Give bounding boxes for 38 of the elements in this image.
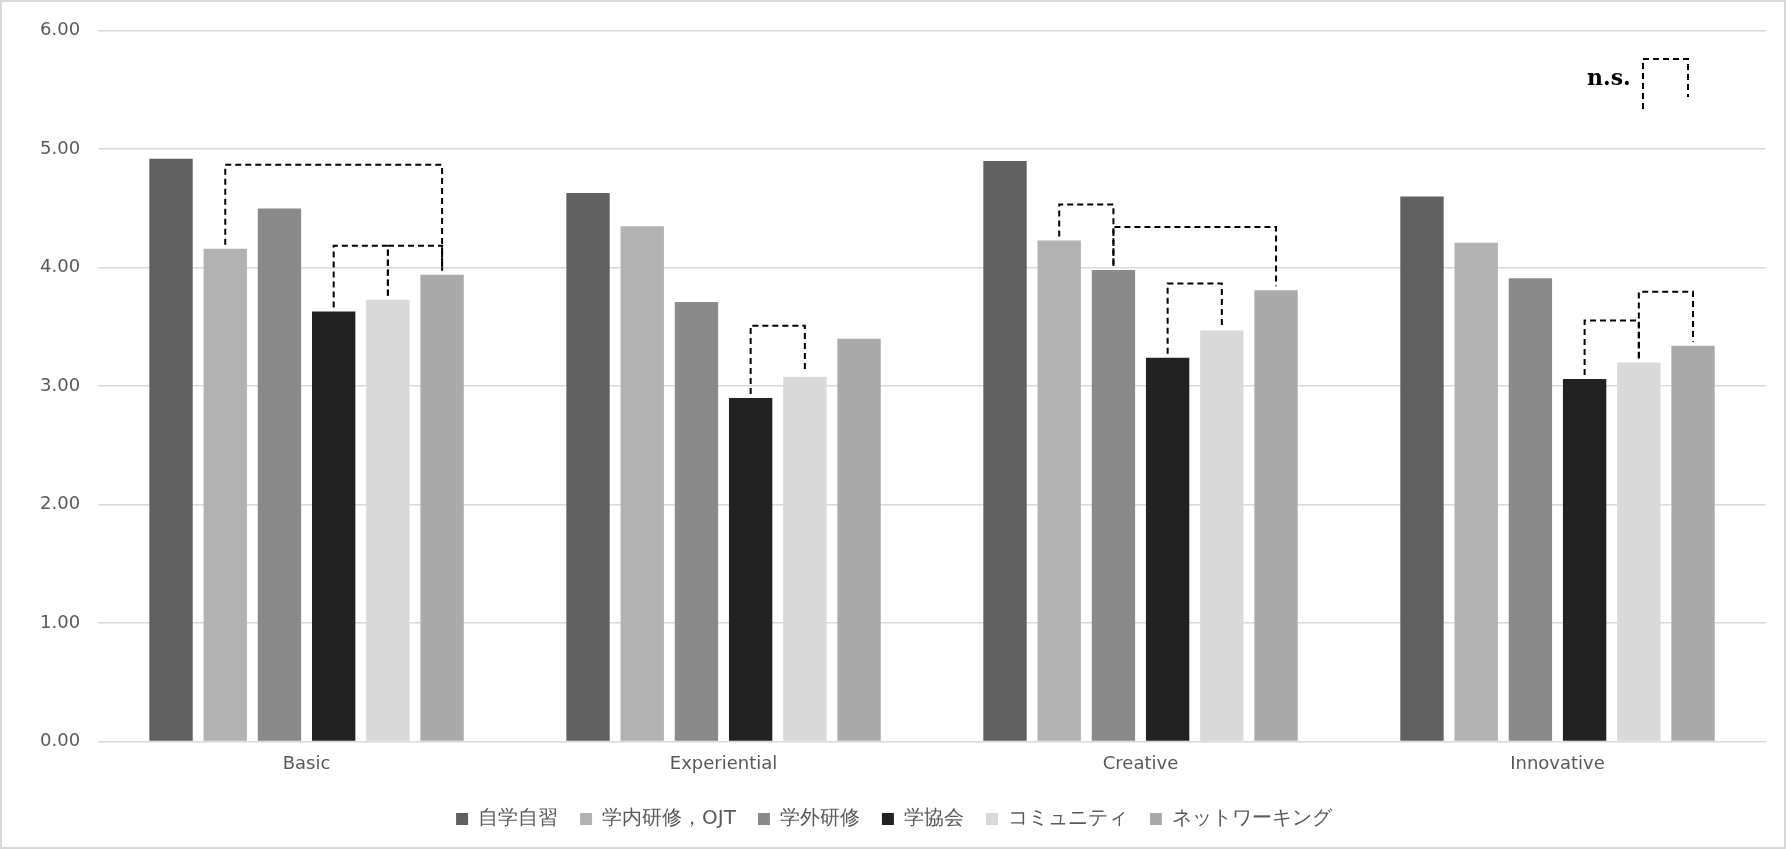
bar: [311, 311, 356, 741]
x-tick-label: Creative: [1102, 751, 1179, 773]
bar: [1562, 378, 1607, 741]
bar: [620, 226, 664, 741]
legend-label: コミュニティ: [1007, 805, 1128, 830]
bar: [1091, 270, 1136, 741]
bar: [149, 158, 193, 741]
y-tick-label: 5.00: [40, 136, 81, 158]
x-tick-label: Experiential: [669, 751, 778, 773]
y-tick-label: 0.00: [40, 729, 81, 751]
bar: [1671, 345, 1715, 741]
bar: [674, 302, 719, 741]
annotation: n.s.: [1587, 64, 1631, 90]
bar: [1254, 290, 1298, 741]
bar: [1037, 240, 1081, 741]
legend-label: 学協会: [903, 805, 964, 830]
bar: [983, 161, 1027, 741]
bar: [1145, 357, 1190, 741]
bar: [566, 193, 610, 741]
bar: [1400, 196, 1444, 741]
bar: [1454, 242, 1498, 741]
y-tick-label: 4.00: [40, 255, 81, 277]
bar: [728, 397, 773, 741]
legend-label: 自学自習: [478, 805, 559, 830]
bar: [257, 208, 302, 741]
y-tick-label: 3.00: [40, 373, 81, 395]
bar: [420, 274, 464, 741]
bar: [1508, 278, 1553, 741]
x-tick-label: Basic: [282, 751, 331, 773]
y-tick-label: 1.00: [40, 610, 81, 632]
legend-label: 学内研修，OJT: [602, 805, 737, 830]
bar: [203, 248, 247, 741]
legend-label: 学外研修: [779, 805, 860, 830]
legend-label: ネットワーキング: [1171, 805, 1333, 830]
x-tick-label: Innovative: [1510, 751, 1605, 773]
bar: [837, 338, 881, 741]
y-tick-label: 2.00: [40, 492, 81, 514]
y-tick-label: 6.00: [40, 18, 81, 40]
